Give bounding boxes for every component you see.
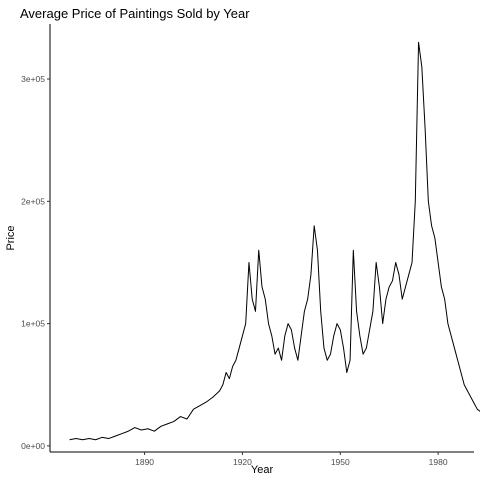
x-tick-label: 1920 (233, 457, 252, 467)
y-axis-title: Price (5, 225, 17, 250)
x-tick-label: 1890 (135, 457, 154, 467)
chart-title: Average Price of Paintings Sold by Year (20, 6, 250, 21)
x-axis-title: Year (251, 464, 274, 476)
y-tick-label: 2e+05 (21, 196, 45, 206)
x-axis: 1890 1920 1950 1980 (50, 451, 474, 467)
x-tick-label: 1980 (429, 457, 448, 467)
price-series-line (69, 41, 480, 441)
y-tick-label: 3e+05 (21, 74, 45, 84)
y-tick-label: 1e+05 (21, 319, 45, 329)
plot-panel (69, 41, 480, 441)
y-tick-label: 0e+00 (21, 441, 45, 451)
x-tick-label: 1950 (331, 457, 350, 467)
y-axis: 0e+00 1e+05 2e+05 3e+05 (21, 24, 51, 452)
